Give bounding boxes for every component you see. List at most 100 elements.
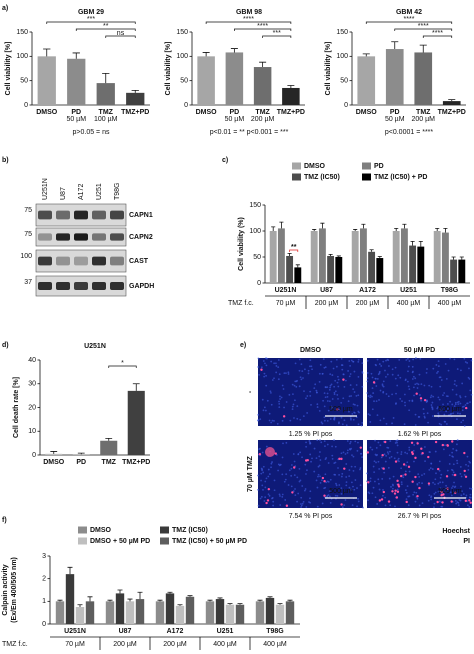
nucleus [281, 456, 284, 459]
nucleus [465, 463, 467, 466]
nucleus [421, 482, 423, 485]
nucleus [270, 466, 272, 469]
nucleus [379, 389, 382, 392]
bar [286, 255, 294, 283]
nucleus [390, 455, 393, 458]
nucleus [270, 360, 273, 363]
significance-bracket [262, 35, 292, 38]
y-tick-label: 100 [336, 53, 348, 60]
nucleus [433, 502, 436, 505]
nucleus [309, 395, 312, 397]
nucleus [326, 400, 329, 402]
y-tick-label: 100 [249, 228, 261, 235]
nucleus [378, 363, 381, 365]
nucleus [376, 378, 379, 380]
nucleus [470, 359, 473, 362]
nucleus [302, 377, 304, 379]
nucleus [333, 417, 336, 420]
nucleus [445, 423, 448, 425]
nucleus [301, 485, 304, 487]
nucleus [345, 481, 348, 484]
nucleus [343, 385, 346, 388]
nucleus [291, 408, 294, 411]
nucleus [452, 448, 455, 450]
nucleus [330, 383, 333, 386]
nucleus [292, 490, 295, 492]
nucleus [267, 493, 270, 496]
nucleus [468, 487, 471, 490]
nucleus [352, 388, 355, 391]
bar [318, 228, 326, 283]
legend-swatch [78, 537, 87, 545]
nucleus [335, 365, 338, 368]
error-bar [419, 44, 427, 53]
nucleus [397, 374, 400, 377]
x-tick-label: TMZ [416, 109, 431, 116]
pi-cell [468, 499, 471, 502]
nucleus [464, 404, 467, 406]
pi-cell [266, 499, 270, 502]
nucleus [333, 385, 336, 388]
error-bar [312, 229, 317, 231]
pi-cell [454, 491, 457, 494]
x-tick-label: TMZ+PD [438, 109, 466, 116]
nucleus [408, 449, 411, 451]
nucleus [331, 445, 333, 448]
nucleus [461, 490, 463, 493]
nucleus [415, 491, 418, 494]
nucleus [329, 495, 331, 498]
pi-cell [400, 474, 403, 478]
nucleus [373, 460, 376, 463]
nucleus [278, 406, 281, 409]
nucleus [366, 380, 369, 383]
nucleus [355, 416, 358, 419]
nucleus [432, 367, 435, 370]
nucleus [315, 457, 318, 460]
group-row-value: 70 µM [276, 300, 296, 307]
pi-cell [260, 368, 263, 371]
scale-bar-label: 500 µm [329, 406, 353, 413]
nucleus [268, 473, 271, 475]
pi-cell [340, 503, 343, 506]
x-tick-label: U251 [217, 628, 234, 635]
nucleus [387, 466, 390, 469]
nucleus [374, 377, 377, 380]
nucleus [340, 416, 343, 419]
pi-cell [414, 475, 417, 479]
blot-band [110, 256, 124, 266]
nucleus [354, 479, 357, 481]
error-bar [277, 603, 283, 605]
nucleus [318, 455, 321, 458]
nucleus [306, 412, 309, 414]
nucleus [412, 449, 415, 452]
nucleus [434, 450, 437, 453]
y-axis-label: Cell death rate [%] [13, 377, 20, 438]
nucleus [337, 378, 340, 381]
protein-label: GAPDH [129, 283, 154, 290]
nucleus [456, 443, 458, 446]
nucleus [304, 488, 307, 490]
nucleus [376, 503, 379, 505]
nucleus [340, 401, 343, 404]
pi-cell [446, 444, 449, 447]
nucleus [324, 386, 327, 388]
bar [105, 601, 115, 624]
nucleus [406, 461, 409, 464]
nucleus [461, 382, 464, 385]
nucleus [276, 422, 279, 425]
group-row-value: 200 µM [113, 641, 137, 648]
nucleus [423, 384, 426, 387]
nucleus [294, 399, 296, 402]
significance-bracket [422, 35, 453, 38]
nucleus [306, 469, 308, 472]
error-bar [227, 603, 233, 605]
pi-cell [415, 392, 418, 395]
nucleus [357, 360, 360, 363]
y-axis-label: Calpain activity [2, 564, 9, 615]
nucleus [412, 358, 415, 361]
nucleus [440, 379, 443, 381]
pi-cell [416, 494, 419, 498]
x-tick-label: TMZ [99, 109, 114, 116]
nucleus [426, 412, 429, 415]
nucleus [319, 481, 322, 484]
